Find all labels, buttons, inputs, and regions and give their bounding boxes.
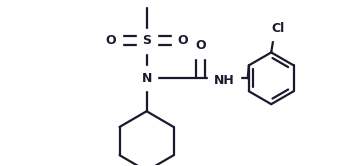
Text: O: O: [177, 34, 188, 47]
Text: O: O: [106, 34, 116, 47]
Text: S: S: [142, 34, 151, 47]
Text: NH: NH: [214, 74, 234, 87]
Text: O: O: [195, 40, 206, 52]
Text: N: N: [142, 72, 152, 85]
Text: Cl: Cl: [271, 22, 284, 35]
